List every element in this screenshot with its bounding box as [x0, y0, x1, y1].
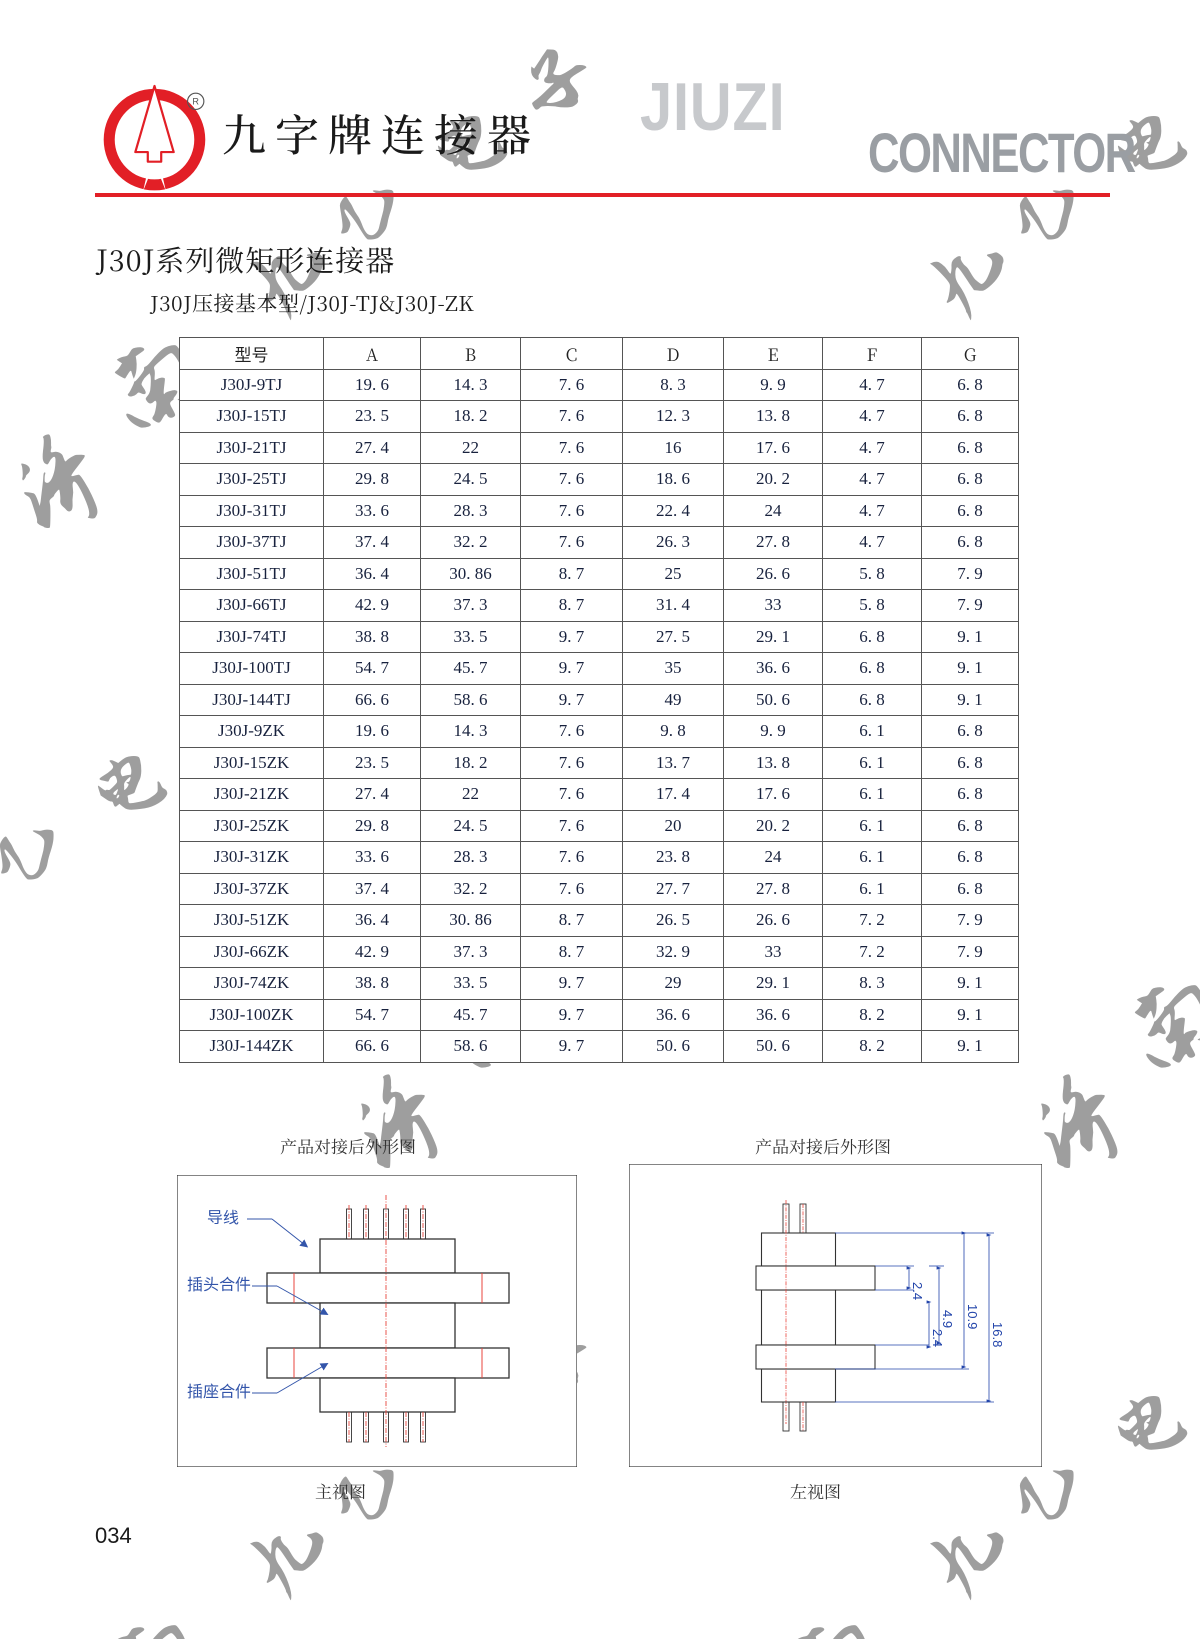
svg-text:R: R [192, 97, 199, 107]
svg-text:10.9: 10.9 [965, 1304, 980, 1329]
svg-text:插头合件: 插头合件 [187, 1271, 251, 1295]
svg-text:2.4: 2.4 [930, 1329, 945, 1347]
svg-text:2.4: 2.4 [910, 1282, 925, 1300]
svg-text:导线: 导线 [207, 1204, 239, 1228]
svg-text:插座合件: 插座合件 [187, 1378, 251, 1402]
svg-text:16.8: 16.8 [990, 1322, 1005, 1347]
svg-text:4.9: 4.9 [940, 1310, 955, 1328]
